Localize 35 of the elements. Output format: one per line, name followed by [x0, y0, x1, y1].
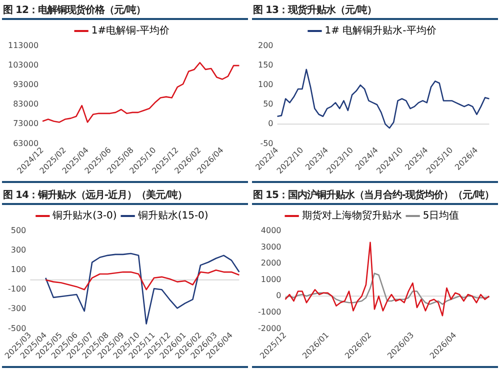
chart-title: 图 12：电解铜现货价格（元/吨）	[2, 2, 248, 20]
chart-title: 图 13：现货升贴水（元/吨）	[252, 2, 498, 20]
y-tick-label: 63000	[13, 138, 39, 148]
y-tick-label: 73000	[13, 119, 39, 128]
y-tick-label: 83000	[13, 100, 39, 109]
chart-title: 图 14：铜升贴水（远月-近月）（美元/吨）	[2, 187, 248, 205]
y-tick-label: 100	[258, 80, 274, 90]
y-tick-label: -300	[8, 304, 26, 314]
legend-label: 铜升贴水(3-0)	[52, 210, 117, 222]
legend-label: 5日均值	[422, 210, 460, 222]
y-tick-label: 2000	[260, 258, 282, 268]
y-tick-label: 0	[268, 119, 274, 128]
y-tick-label: 4000	[260, 226, 282, 236]
y-tick-label: 0	[276, 291, 282, 300]
legend-label: 1#电解铜-平均价	[91, 24, 170, 37]
y-tick-label: -50	[260, 138, 274, 148]
y-tick-label: -2000	[258, 324, 282, 333]
y-tick-label: 500	[10, 226, 26, 236]
y-tick-label: -500	[8, 324, 26, 333]
y-tick-label: 93000	[13, 80, 39, 90]
chart-title: 图 15：国内沪铜升贴水（当月合约-现货均价）（元/吨）	[252, 187, 498, 205]
y-tick-label: 1000	[260, 274, 282, 284]
y-tick-label: 150	[258, 60, 274, 70]
legend-label: 1# 电解铜升贴水-平均价	[324, 24, 436, 37]
y-tick-label: 200	[258, 41, 274, 50]
y-tick-label: -1000	[258, 308, 282, 317]
legend-label: 期货对上海物贸升贴水	[302, 210, 402, 222]
y-tick-label: 50	[263, 100, 274, 109]
y-tick-label: 103000	[8, 60, 39, 70]
y-tick-label: 100	[10, 265, 26, 274]
y-tick-label: -100	[8, 284, 26, 294]
legend-label: 铜升贴水(15-0)	[136, 210, 208, 222]
y-tick-label: 113000	[8, 41, 39, 50]
y-tick-label: 300	[10, 246, 26, 255]
y-tick-label: 3000	[260, 242, 282, 252]
